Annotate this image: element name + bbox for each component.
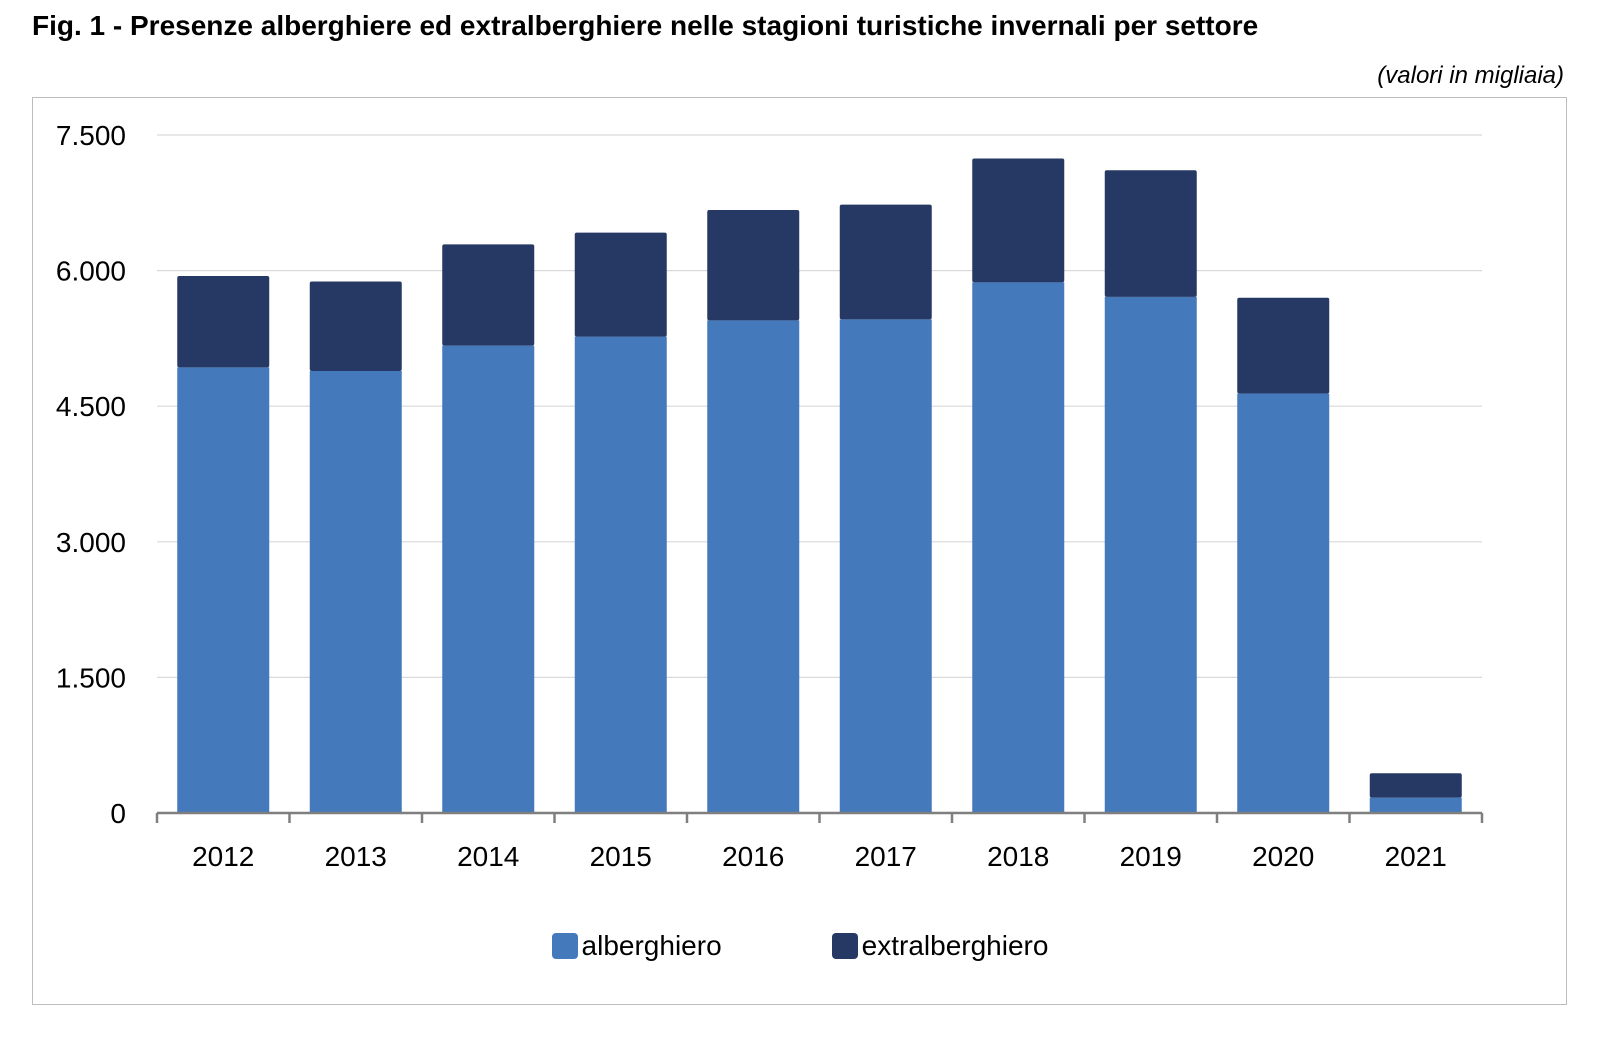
bar-extralberghiero-2020 <box>1237 297 1330 394</box>
bar-extralberghiero-2018 <box>972 158 1065 283</box>
bar-alberghiero-2015 <box>574 336 667 813</box>
x-tick-label: 2016 <box>722 841 784 872</box>
bar-extralberghiero-2015 <box>574 232 667 337</box>
y-tick-label: 1.500 <box>56 662 126 693</box>
x-tick-label: 2018 <box>987 841 1049 872</box>
bar-extralberghiero-2016 <box>707 210 800 321</box>
bar-alberghiero-2020 <box>1237 393 1330 813</box>
x-tick-label: 2020 <box>1252 841 1314 872</box>
tick-labels: 0 1.500 3.000 4.500 6.000 7.500 2012 2013 2014 20… <box>56 120 1447 872</box>
y-tick-label: 7.500 <box>56 120 126 151</box>
bar-extralberghiero-2012 <box>177 276 270 368</box>
x-tick-label: 2013 <box>325 841 387 872</box>
legend-label-alberghiero: alberghiero <box>581 930 722 961</box>
bar-alberghiero-2018 <box>972 282 1065 813</box>
bar-alberghiero-2013 <box>309 370 402 813</box>
legend-label-extralberghiero: extralberghiero <box>861 930 1049 961</box>
bar-alberghiero-2014 <box>442 345 535 813</box>
x-tick-label: 2012 <box>192 841 254 872</box>
bar-alberghiero-2012 <box>177 367 270 813</box>
legend-item-alberghiero: alberghiero <box>551 930 722 962</box>
bar-extralberghiero-2017 <box>839 204 932 320</box>
x-tick-label: 2019 <box>1120 841 1182 872</box>
x-tick-label: 2014 <box>457 841 519 872</box>
bar-extralberghiero-2019 <box>1104 170 1197 297</box>
y-tick-label: 0 <box>110 798 126 829</box>
bar-alberghiero-2021 <box>1369 797 1462 813</box>
bars <box>177 158 1462 813</box>
unit-note: (valori in migliaia) <box>1377 62 1564 89</box>
bar-alberghiero-2017 <box>839 319 932 813</box>
x-tick-label: 2021 <box>1385 841 1447 872</box>
y-tick-label: 3.000 <box>56 527 126 558</box>
y-tick-label: 6.000 <box>56 256 126 287</box>
bar-alberghiero-2019 <box>1104 296 1197 813</box>
bar-extralberghiero-2013 <box>309 281 402 371</box>
bar-extralberghiero-2014 <box>442 244 535 346</box>
x-tick-label: 2017 <box>855 841 917 872</box>
x-tick-label: 2015 <box>590 841 652 872</box>
y-tick-label: 4.500 <box>56 391 126 422</box>
legend-item-extralberghiero: extralberghiero <box>831 930 1049 962</box>
legend: alberghiero extralberghiero <box>0 930 1600 962</box>
chart-title: Fig. 1 - Presenze alberghiere ed extralb… <box>32 10 1259 41</box>
bar-alberghiero-2016 <box>707 320 800 813</box>
axes <box>155 811 1484 823</box>
chart-frame <box>32 97 1567 1005</box>
bar-extralberghiero-2021 <box>1369 773 1462 798</box>
legend-swatch-extralberghiero <box>831 933 858 959</box>
legend-swatch-alberghiero <box>551 933 578 959</box>
